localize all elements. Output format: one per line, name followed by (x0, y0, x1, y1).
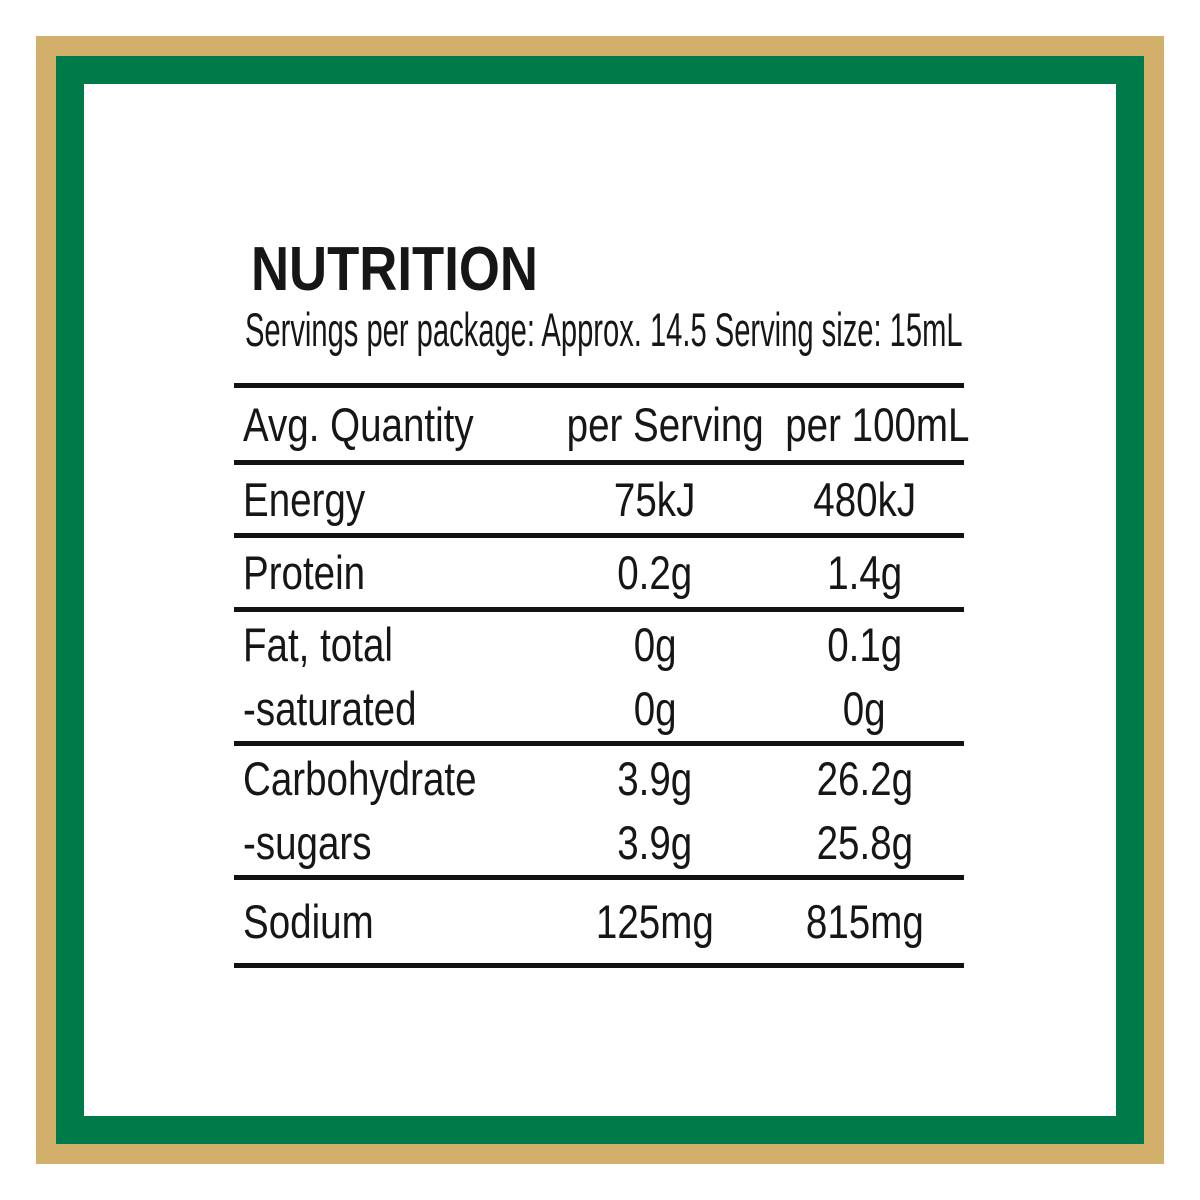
value-per-100ml: 26.2g (765, 741, 964, 811)
table-row: Protein 0.2g 1.4g (234, 533, 964, 610)
col-header-avg-quantity: Avg. Quantity (234, 383, 545, 463)
nutrient-name: Energy (234, 460, 545, 536)
nutrient-name: -saturated (243, 682, 417, 736)
value-per-serving: 75kJ (545, 460, 765, 536)
value-per-100ml: 0g (843, 682, 886, 736)
table-row: -sugars 3.9g 25.8g (234, 811, 964, 878)
value-per-100ml: 1.4g (765, 533, 964, 610)
nutrient-name: Protein (234, 533, 545, 610)
value-per-serving: 0g (545, 607, 765, 677)
col-header-per-100ml: per 100mL (765, 383, 969, 463)
value-per-serving: 3.9g (545, 741, 765, 811)
nutrient-name: Carbohydrate (234, 741, 545, 811)
nutrition-panel: NUTRITION Servings per package: Approx. … (234, 235, 969, 968)
panel-title-text: NUTRITION (251, 235, 538, 304)
table-header-row: Avg. Quantity per Serving per 100mL (234, 383, 969, 463)
value-per-100ml: 0.1g (765, 607, 964, 677)
nutrition-table: Avg. Quantity per Serving per 100mL Ener… (234, 383, 969, 968)
servings-info-text: Servings per package: Approx. 14.5 Servi… (245, 303, 963, 356)
panel-title: NUTRITION (234, 235, 964, 304)
nutrient-name: Sodium (234, 875, 545, 966)
table-row: Fat, total 0g 0.1g (234, 607, 964, 677)
value-per-100ml: 815mg (765, 875, 964, 966)
value-per-100ml: 480kJ (765, 460, 964, 536)
nutrient-name: Fat, total (234, 607, 545, 677)
value-per-serving: 0g (633, 682, 677, 736)
value-per-serving: 0.2g (545, 533, 765, 610)
value-per-100ml: 25.8g (816, 816, 913, 870)
table-row: Energy 75kJ 480kJ (234, 460, 964, 536)
value-per-serving: 125mg (545, 875, 765, 966)
servings-info: Servings per package: Approx. 14.5 Servi… (234, 304, 964, 356)
nutrient-name: -sugars (243, 816, 372, 870)
value-per-serving: 3.9g (617, 816, 693, 870)
table-row: -saturated 0g 0g (234, 677, 964, 744)
table-row: Sodium 125mg 815mg (234, 875, 964, 966)
col-header-per-serving: per Serving (545, 383, 765, 463)
table-row: Carbohydrate 3.9g 26.2g (234, 741, 964, 811)
